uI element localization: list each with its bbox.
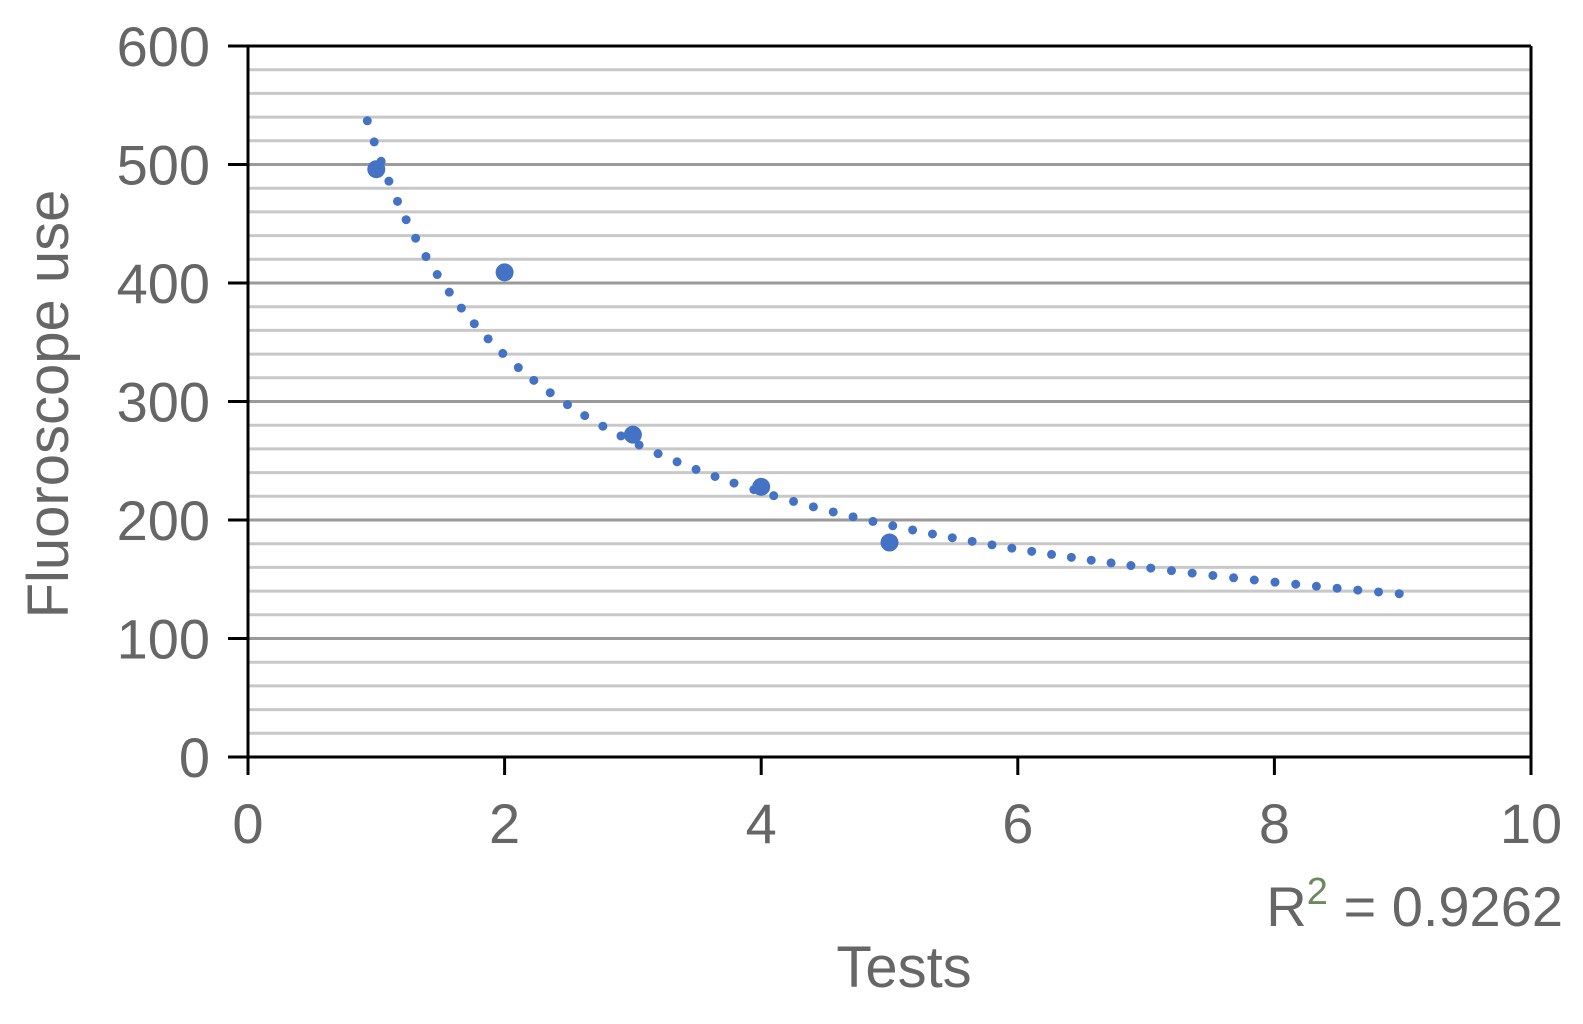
- trendline-dot: [1126, 561, 1136, 571]
- trendline-dot: [580, 411, 590, 421]
- trendline-dot: [369, 137, 379, 147]
- trendline-dot: [672, 457, 682, 467]
- x-tick-label: 8: [1259, 792, 1290, 855]
- y-tick-label: 600: [117, 15, 210, 78]
- trendline-dot: [1332, 583, 1342, 593]
- trendline-dot: [1146, 563, 1156, 573]
- trendline-dot: [789, 496, 799, 506]
- trendline-dot: [562, 400, 572, 410]
- trendline: [362, 116, 1404, 599]
- trendline-dot: [1047, 549, 1057, 559]
- trendline-dot: [1229, 573, 1239, 583]
- trendline-dot: [362, 116, 372, 126]
- x-tick-label: 10: [1500, 792, 1562, 855]
- trendline-dot: [729, 478, 739, 488]
- grid-lines: [248, 68, 1531, 735]
- trendline-dot: [1106, 558, 1116, 568]
- trendline-dot: [1374, 587, 1384, 597]
- trendline-dot: [545, 388, 555, 398]
- y-tick-label: 200: [117, 489, 210, 552]
- x-tick-label: 4: [746, 792, 777, 855]
- trendline-dot: [1291, 579, 1301, 589]
- r2-superscript: 2: [1307, 871, 1328, 913]
- trendline-dot: [469, 319, 479, 329]
- trendline-dot: [927, 529, 937, 539]
- trendline-dot: [598, 421, 608, 431]
- y-tick-label: 400: [117, 252, 210, 315]
- trendline-dot: [848, 512, 858, 522]
- trendline-dot: [691, 464, 701, 474]
- trendline-dot: [1208, 570, 1218, 580]
- trendline-dot: [529, 375, 539, 385]
- trendline-dot: [393, 196, 403, 206]
- trendline-dot: [1086, 555, 1096, 565]
- trendline-dot: [710, 471, 720, 481]
- y-tick-label: 500: [117, 134, 210, 197]
- x-tick-label: 0: [232, 792, 263, 855]
- trendline-dot: [616, 431, 626, 441]
- r2-value: = 0.9262: [1328, 875, 1563, 938]
- trendline-dot: [384, 176, 394, 186]
- trendline-dot: [868, 516, 878, 526]
- trendline-dot: [967, 536, 977, 546]
- r-squared-annotation: R2 = 0.9262: [1266, 871, 1563, 938]
- x-tick-label: 2: [489, 792, 520, 855]
- trendline-dot: [1007, 543, 1017, 553]
- x-tick-label: 6: [1002, 792, 1033, 855]
- data-point: [367, 160, 386, 179]
- trendline-dot: [421, 252, 431, 262]
- trendline-dot: [653, 449, 663, 459]
- x-axis-title: Tests: [836, 935, 971, 1000]
- y-tick-label: 300: [117, 371, 210, 434]
- trendline-dot: [498, 348, 508, 358]
- trendline-dot: [1353, 585, 1363, 595]
- data-points: [367, 160, 899, 552]
- trendline-dot: [1270, 577, 1280, 587]
- y-ticks: 0 100 200 300 400 500 600: [117, 15, 248, 789]
- r2-base: R: [1266, 875, 1306, 938]
- trendline-dot: [1394, 589, 1404, 599]
- trendline-dot: [888, 521, 898, 531]
- x-ticks: 0 2 4 6 8 10: [232, 757, 1562, 855]
- trendline-dot: [1249, 575, 1259, 585]
- trendline-dot: [908, 525, 918, 535]
- trendline-dot: [828, 507, 838, 517]
- data-point: [880, 533, 899, 552]
- y-tick-label: 0: [179, 726, 210, 789]
- trendline-dot: [432, 270, 442, 280]
- trendline-dot: [456, 303, 466, 313]
- trendline-dot: [411, 233, 421, 243]
- trendline-dot: [444, 287, 454, 297]
- trendline-dot: [947, 533, 957, 543]
- y-axis-title: Fluoroscope use: [16, 190, 81, 619]
- trendline-dot: [1166, 566, 1176, 576]
- y-tick-label: 100: [117, 608, 210, 671]
- trendline-dot: [401, 215, 411, 225]
- trendline-dot: [1187, 568, 1197, 578]
- trendline-dot: [513, 363, 523, 373]
- trendline-dot: [483, 334, 493, 344]
- trendline-dot: [1066, 552, 1076, 562]
- data-point: [752, 477, 771, 496]
- trendline-dot: [1027, 546, 1037, 556]
- data-point: [623, 425, 642, 444]
- trendline-dot: [808, 502, 818, 512]
- trendline-dot: [769, 491, 779, 501]
- data-point: [495, 263, 514, 282]
- trendline-dot: [987, 540, 997, 550]
- trendline-dot: [1311, 581, 1321, 591]
